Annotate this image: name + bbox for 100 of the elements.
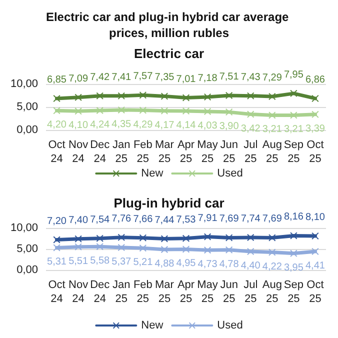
data-label: 4,29 <box>133 119 154 130</box>
data-label: 8,16 <box>284 212 304 223</box>
data-label: 7,01 <box>176 74 196 85</box>
point <box>204 108 212 115</box>
data-label: 7,35 <box>154 72 175 84</box>
y-tick-label: 10,00 <box>10 78 38 90</box>
y-tick-label: 0,00 <box>16 264 38 276</box>
data-label: 4,24 <box>90 119 110 130</box>
legend-label: New <box>141 320 164 332</box>
point <box>226 234 233 242</box>
data-label: 7,20 <box>47 216 67 227</box>
data-label: 7,29 <box>262 72 282 84</box>
data-label: 3,95 <box>284 262 304 274</box>
data-label: 7,69 <box>262 214 282 225</box>
point <box>160 246 168 254</box>
x-tick-label: Jul 25 <box>244 139 258 165</box>
point <box>268 234 276 242</box>
y-tick-label: 5,00 <box>16 101 38 113</box>
data-label: 7,57 <box>133 71 154 82</box>
x-tick-label: Oct 24 <box>48 139 66 165</box>
line-series <box>53 243 319 257</box>
x-tick-label: Aug 25 <box>262 139 282 165</box>
point <box>290 90 298 97</box>
point <box>226 246 233 254</box>
point <box>74 108 82 115</box>
data-label: 3,21 <box>284 124 304 136</box>
data-label: 7,18 <box>198 72 218 84</box>
data-label: 4,78 <box>219 258 240 270</box>
point <box>118 92 125 100</box>
data-label: 7,09 <box>68 73 88 84</box>
point <box>247 248 254 256</box>
data-label: 7,53 <box>176 214 196 226</box>
data-label: 4,41 <box>305 260 326 272</box>
point <box>53 107 60 114</box>
data-label: 7,76 <box>112 213 132 224</box>
x-tick-label: Jul 25 <box>244 279 258 305</box>
chart-title: Plug-in hybrid car <box>114 196 224 210</box>
point <box>160 107 168 114</box>
data-label: 5,58 <box>90 256 110 267</box>
x-tick-label: Jan 25 <box>112 139 130 165</box>
x-tick-label: May 25 <box>197 279 218 305</box>
x-tick-label: Nov 24 <box>68 279 89 305</box>
point <box>204 93 212 100</box>
data-label: 4,95 <box>176 258 196 270</box>
data-label: 4,10 <box>68 120 88 132</box>
x-tick-label: Oct 25 <box>306 139 324 165</box>
y-tick-label: 10,00 <box>10 222 38 234</box>
y-tick-label: 0,00 <box>16 124 38 136</box>
point <box>204 246 212 254</box>
x-tick-label: Jan 25 <box>112 279 130 305</box>
point <box>160 92 168 100</box>
point <box>247 110 254 118</box>
point <box>226 92 233 99</box>
x-tick-label: Jun 25 <box>220 139 238 165</box>
legend-label: New <box>141 168 164 180</box>
data-label: 4,03 <box>198 120 218 132</box>
point <box>312 110 319 118</box>
x-tick-label: Dec 24 <box>90 279 110 305</box>
data-label: 8,10 <box>305 212 326 223</box>
data-label: 7,51 <box>219 71 240 82</box>
point <box>53 236 60 244</box>
data-label: 4,35 <box>112 118 132 130</box>
x-tick-label: Feb 25 <box>133 279 152 305</box>
point <box>139 244 146 252</box>
chart-title: Electric car and plug-in hybrid car average prices, million rubles <box>46 10 292 40</box>
point <box>182 107 190 114</box>
data-label: 4,22 <box>262 261 282 272</box>
x-tick-label: Nov 24 <box>68 139 89 165</box>
x-tick-label: Sep 25 <box>284 139 304 165</box>
point <box>312 94 319 102</box>
point <box>139 234 146 242</box>
data-label: 4,88 <box>154 258 175 270</box>
data-label: 7,43 <box>240 72 261 83</box>
x-tick-label: Oct 25 <box>306 279 324 305</box>
point <box>290 112 298 119</box>
point <box>290 250 298 257</box>
data-label: 3,90 <box>219 121 240 132</box>
x-tick-label: Mar 25 <box>154 139 174 165</box>
data-label: 7,69 <box>219 214 240 225</box>
point <box>118 234 125 241</box>
x-tick-label: Aug 25 <box>262 279 282 305</box>
point <box>268 248 276 256</box>
data-label: 5,51 <box>68 256 88 267</box>
point <box>118 244 125 251</box>
x-tick-label: Apr 25 <box>177 279 195 305</box>
legend-label: Used <box>217 320 243 332</box>
data-label: 3,42 <box>240 123 261 134</box>
point <box>96 106 104 114</box>
y-tick-label: 5,00 <box>16 243 38 255</box>
data-label: 7,42 <box>90 72 110 83</box>
point <box>96 92 104 100</box>
x-tick-label: Mar 25 <box>154 279 174 305</box>
data-label: 3,21 <box>262 124 282 136</box>
data-label: 7,91 <box>198 212 218 224</box>
data-label: 5,31 <box>47 256 67 268</box>
point <box>74 243 82 250</box>
x-tick-label: Apr 25 <box>177 139 195 165</box>
data-label: 4,17 <box>154 120 175 131</box>
point <box>118 106 125 114</box>
data-label: 6,85 <box>47 74 67 86</box>
